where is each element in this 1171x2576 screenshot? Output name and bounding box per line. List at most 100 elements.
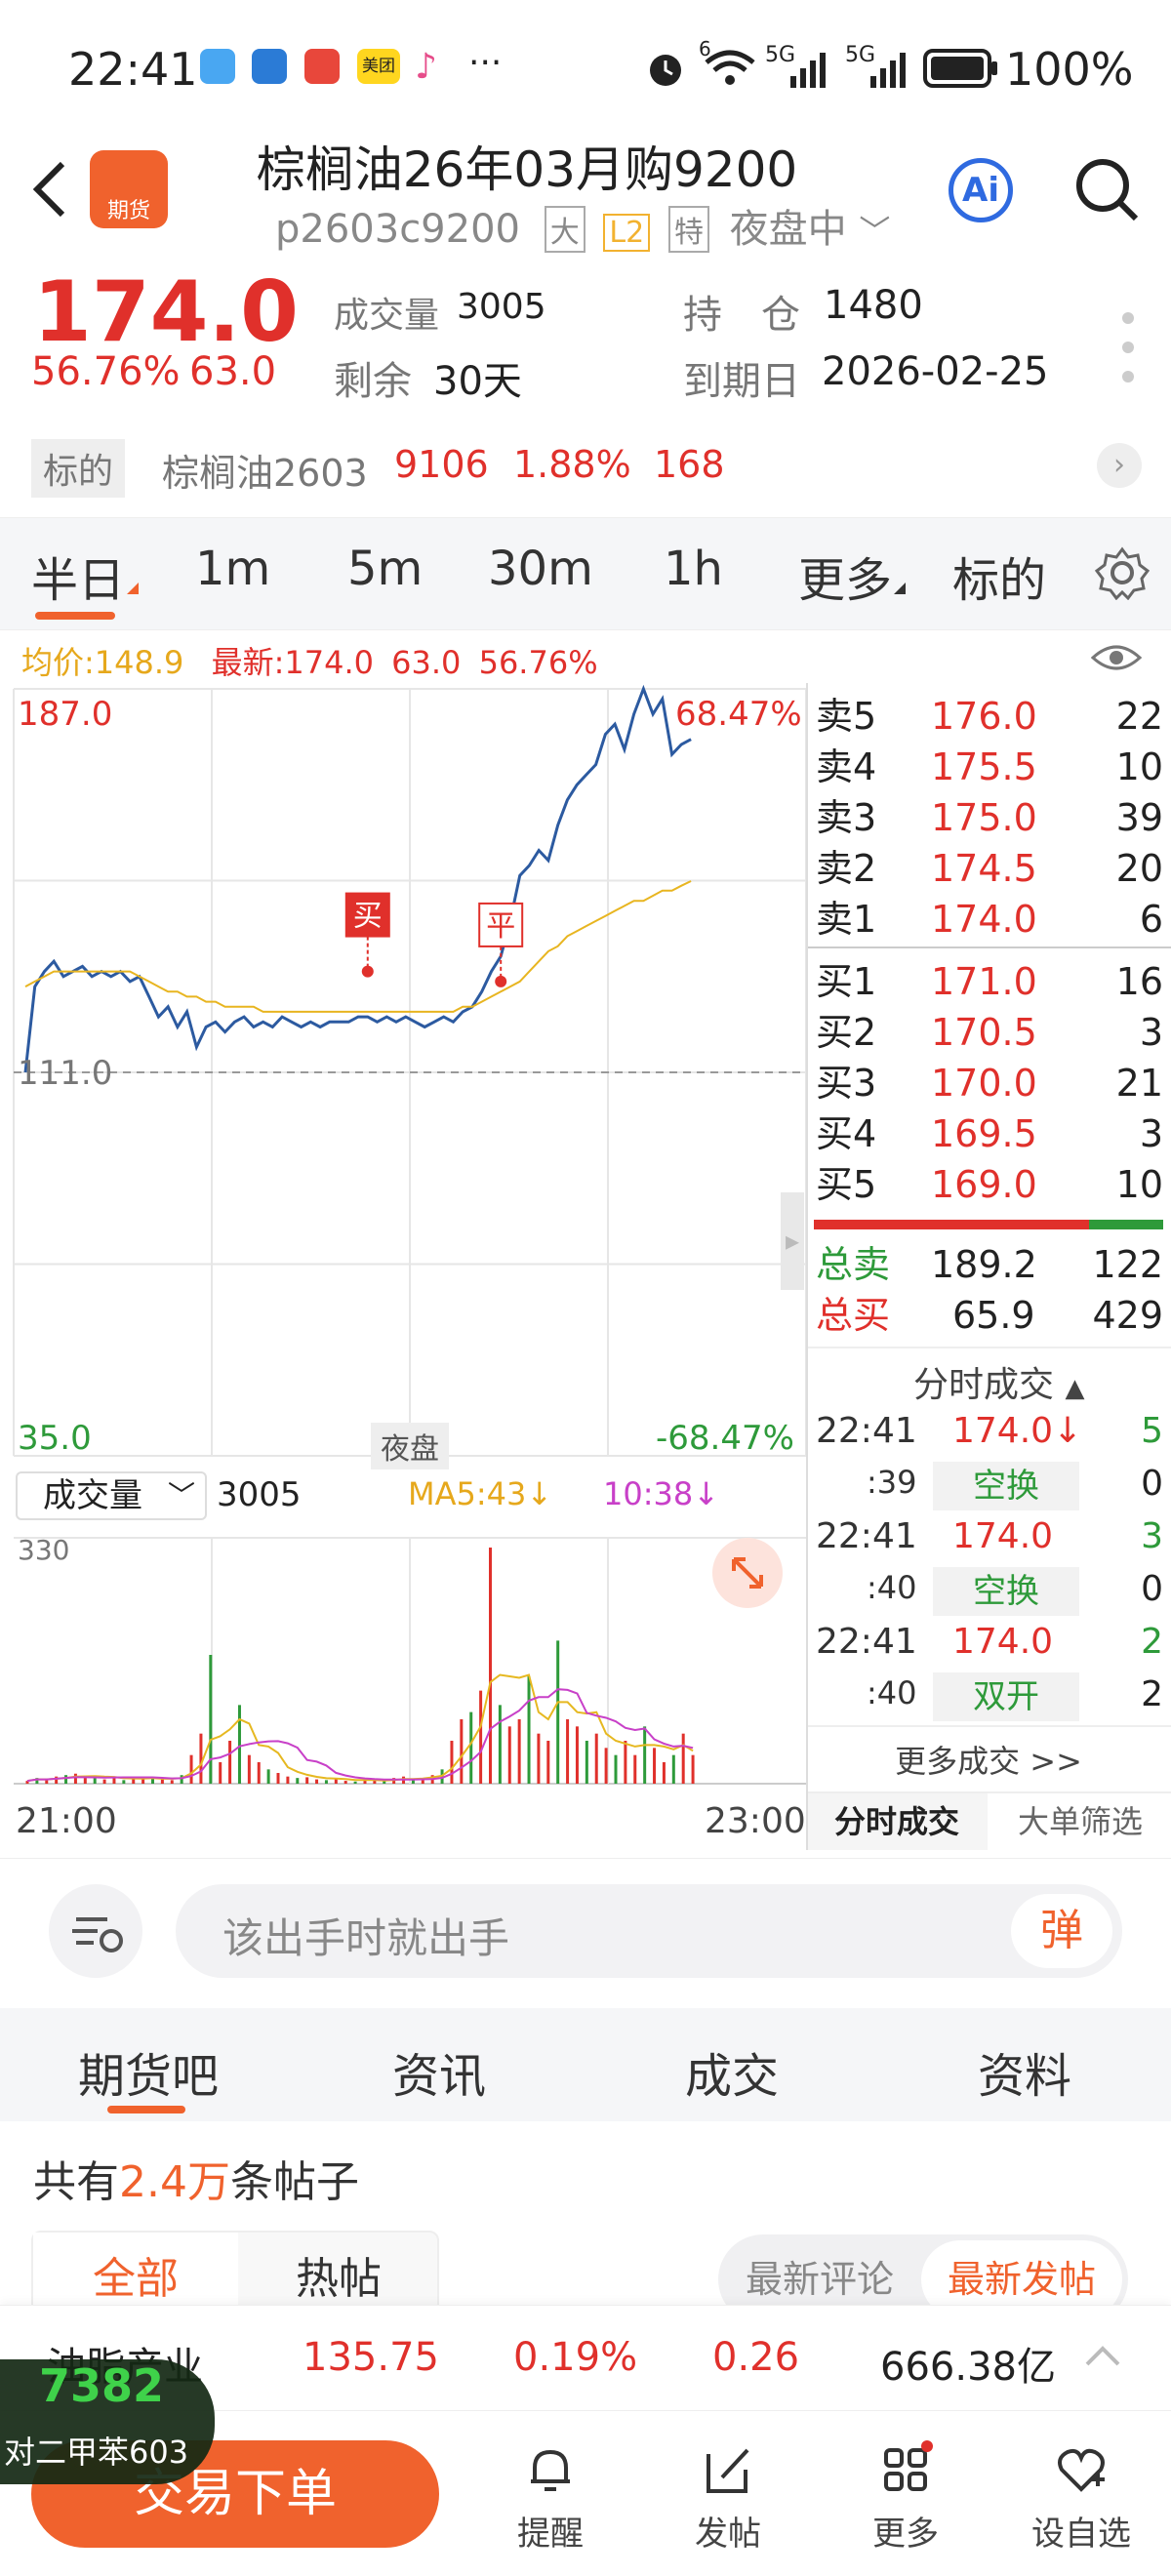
- chart-info-line: 均价:148.9 最新:174.0 63.0 56.76%: [21, 638, 598, 683]
- ticks-divider: [806, 1347, 1171, 1348]
- bid-row-2[interactable]: 买2 170.5 3: [806, 1007, 1171, 1058]
- tick-type-vol: 0: [1141, 1569, 1163, 1609]
- volume-label: 成交量: [334, 296, 440, 336]
- ask-row-2[interactable]: 卖2 174.5 20: [806, 843, 1171, 894]
- nav-more[interactable]: 更多: [847, 2440, 964, 2555]
- ask-row-5-price: 176.0: [931, 695, 1037, 738]
- contract-subtitle[interactable]: p2603c9200 大 L2 特 夜盘中 ﹀: [275, 197, 890, 254]
- back-icon[interactable]: [27, 158, 70, 221]
- forum-tabs: 期货吧 资讯 成交 资料: [0, 2008, 1171, 2121]
- ask-row-5[interactable]: 卖5 176.0 22: [806, 691, 1171, 742]
- floating-name: 对二甲苯603: [4, 2434, 189, 2471]
- expand-handle-icon[interactable]: ▸: [781, 1192, 804, 1290]
- ask-row-4-label: 卖4: [816, 745, 877, 788]
- tab-1m[interactable]: 1m: [195, 542, 271, 596]
- tab-materials[interactable]: 资料: [978, 2049, 1072, 2104]
- ask-row-3[interactable]: 卖3 175.0 39: [806, 792, 1171, 843]
- ask-row-1[interactable]: 卖1 174.0 6: [806, 894, 1171, 945]
- tick-type-vol: 0: [1141, 1464, 1163, 1504]
- book-icon: [200, 49, 235, 84]
- status-time: 22:41: [68, 43, 198, 96]
- nav-watchlist[interactable]: 设自选: [1023, 2440, 1140, 2555]
- tab-underline: [35, 612, 115, 620]
- price-line: [23, 684, 692, 1073]
- contract-code: p2603c9200: [275, 207, 520, 252]
- latest-chg: 63.0: [391, 644, 462, 681]
- ask-row-5-label: 卖5: [816, 695, 877, 738]
- tab-indicator-icon: [127, 583, 139, 594]
- latest-label: 最新:: [211, 644, 285, 681]
- tab-big-orders[interactable]: 大单筛选: [1017, 1803, 1143, 1840]
- tab-ticks[interactable]: 分时成交: [806, 1793, 988, 1850]
- bid-row-4-vol: 3: [1139, 1112, 1163, 1155]
- sector-price: 135.75: [303, 2335, 439, 2380]
- avg-price-line: [24, 880, 692, 1013]
- session-label: 夜盘: [371, 1423, 449, 1469]
- tick-vol: 2: [1141, 1622, 1163, 1662]
- tab-half-day[interactable]: 半日: [31, 553, 126, 608]
- sector-ticker[interactable]: 油脂产业 135.75 0.19% 0.26 666.38亿: [0, 2305, 1171, 2410]
- bid-row-5[interactable]: 买5 169.0 10: [806, 1159, 1171, 1210]
- tab-1h[interactable]: 1h: [664, 542, 723, 596]
- avg-value: 148.9: [94, 644, 184, 681]
- tick-sec: :40: [867, 1569, 917, 1606]
- ma5-label: MA5:43↓: [408, 1475, 553, 1512]
- chevron-right-icon[interactable]: ›: [1097, 443, 1142, 488]
- tab-underlying[interactable]: 标的: [952, 553, 1047, 608]
- more-ticks-link[interactable]: 更多成交 >>: [895, 1743, 1082, 1780]
- position-value: 1480: [824, 283, 923, 328]
- danmu-button[interactable]: 弹: [1011, 1894, 1112, 1968]
- more-dots-icon[interactable]: [1118, 308, 1138, 386]
- total-buy-label: 总买: [816, 1294, 891, 1337]
- trade-button[interactable]: 交易下单: [31, 2440, 439, 2548]
- period-tabs: 半日 1m 5m 30m 1h 更多 标的: [0, 517, 1171, 630]
- bid-row-3[interactable]: 买3 170.0 21: [806, 1058, 1171, 1108]
- meituan-icon: 美团: [357, 49, 400, 84]
- volume-value: 3005: [457, 287, 546, 327]
- tab-5m[interactable]: 5m: [347, 542, 424, 596]
- bid-row-1[interactable]: 买1 171.0 16: [806, 956, 1171, 1007]
- status-bar: 22:41 美团 ♪ ··· 6 5G 5G 100%: [0, 0, 1171, 137]
- ask-row-4[interactable]: 卖4 175.5 10: [806, 742, 1171, 792]
- sort-latest-comment[interactable]: 最新评论: [745, 2258, 894, 2301]
- tab-more[interactable]: 更多: [798, 553, 893, 608]
- grid-icon: [884, 2440, 933, 2491]
- sector-amount: 666.38亿: [880, 2345, 1056, 2390]
- indicator-select[interactable]: 成交量 ﹀: [16, 1471, 207, 1520]
- tick-time: 22:41: [816, 1516, 917, 1556]
- bid-row-4[interactable]: 买4 169.5 3: [806, 1108, 1171, 1159]
- ai-button[interactable]: Ai: [949, 158, 1013, 222]
- fullscreen-button[interactable]: [712, 1538, 783, 1608]
- comment-input[interactable]: 该出手时就出手 弹: [176, 1884, 1122, 1978]
- tag-special: 特: [667, 206, 709, 253]
- tab-news[interactable]: 资讯: [392, 2049, 487, 2104]
- buy-ratio-bar: [1089, 1220, 1163, 1229]
- bid-row-2-price: 170.5: [931, 1011, 1037, 1054]
- ask-row-5-vol: 22: [1115, 695, 1163, 738]
- total-buy-row: 总买 65.9 429: [806, 1290, 1171, 1341]
- nav-remind[interactable]: 提醒: [492, 2440, 609, 2555]
- tab-30m[interactable]: 30m: [488, 542, 593, 596]
- comment-bar: 该出手时就出手 弹: [0, 1858, 1171, 2004]
- tick-type-vol: 2: [1141, 1674, 1163, 1714]
- chevron-up-icon[interactable]: [1083, 2341, 1122, 2370]
- comment-mode-button[interactable]: [49, 1884, 142, 1978]
- post-count-suffix: 条帖子: [229, 2157, 359, 2207]
- chevron-up-icon: ▲: [1065, 1374, 1085, 1403]
- total-buy-vol: 429: [1092, 1294, 1163, 1337]
- post-count-prefix: 共有: [33, 2157, 119, 2207]
- bid-row-2-vol: 3: [1139, 1011, 1163, 1054]
- underlying-row[interactable]: 标的 棕榈油2603 9106 1.88% 168 ›: [0, 422, 1171, 515]
- gear-icon[interactable]: [1095, 545, 1150, 600]
- floating-quote[interactable]: 7382 对二甲苯603: [0, 2359, 215, 2484]
- tab-trades[interactable]: 成交: [685, 2049, 780, 2104]
- avg-label: 均价:: [21, 644, 95, 681]
- tab-forum[interactable]: 期货吧: [78, 2049, 220, 2104]
- eye-icon[interactable]: [1091, 640, 1142, 675]
- nav-post[interactable]: 发帖: [669, 2440, 787, 2555]
- search-icon[interactable]: [1073, 156, 1142, 224]
- filter-hot[interactable]: 热帖: [296, 2254, 382, 2304]
- pct-top-label: 68.47%: [675, 695, 802, 734]
- ticks-title[interactable]: 分时成交 ▲: [913, 1356, 1084, 1407]
- net2: 5G: [765, 43, 796, 67]
